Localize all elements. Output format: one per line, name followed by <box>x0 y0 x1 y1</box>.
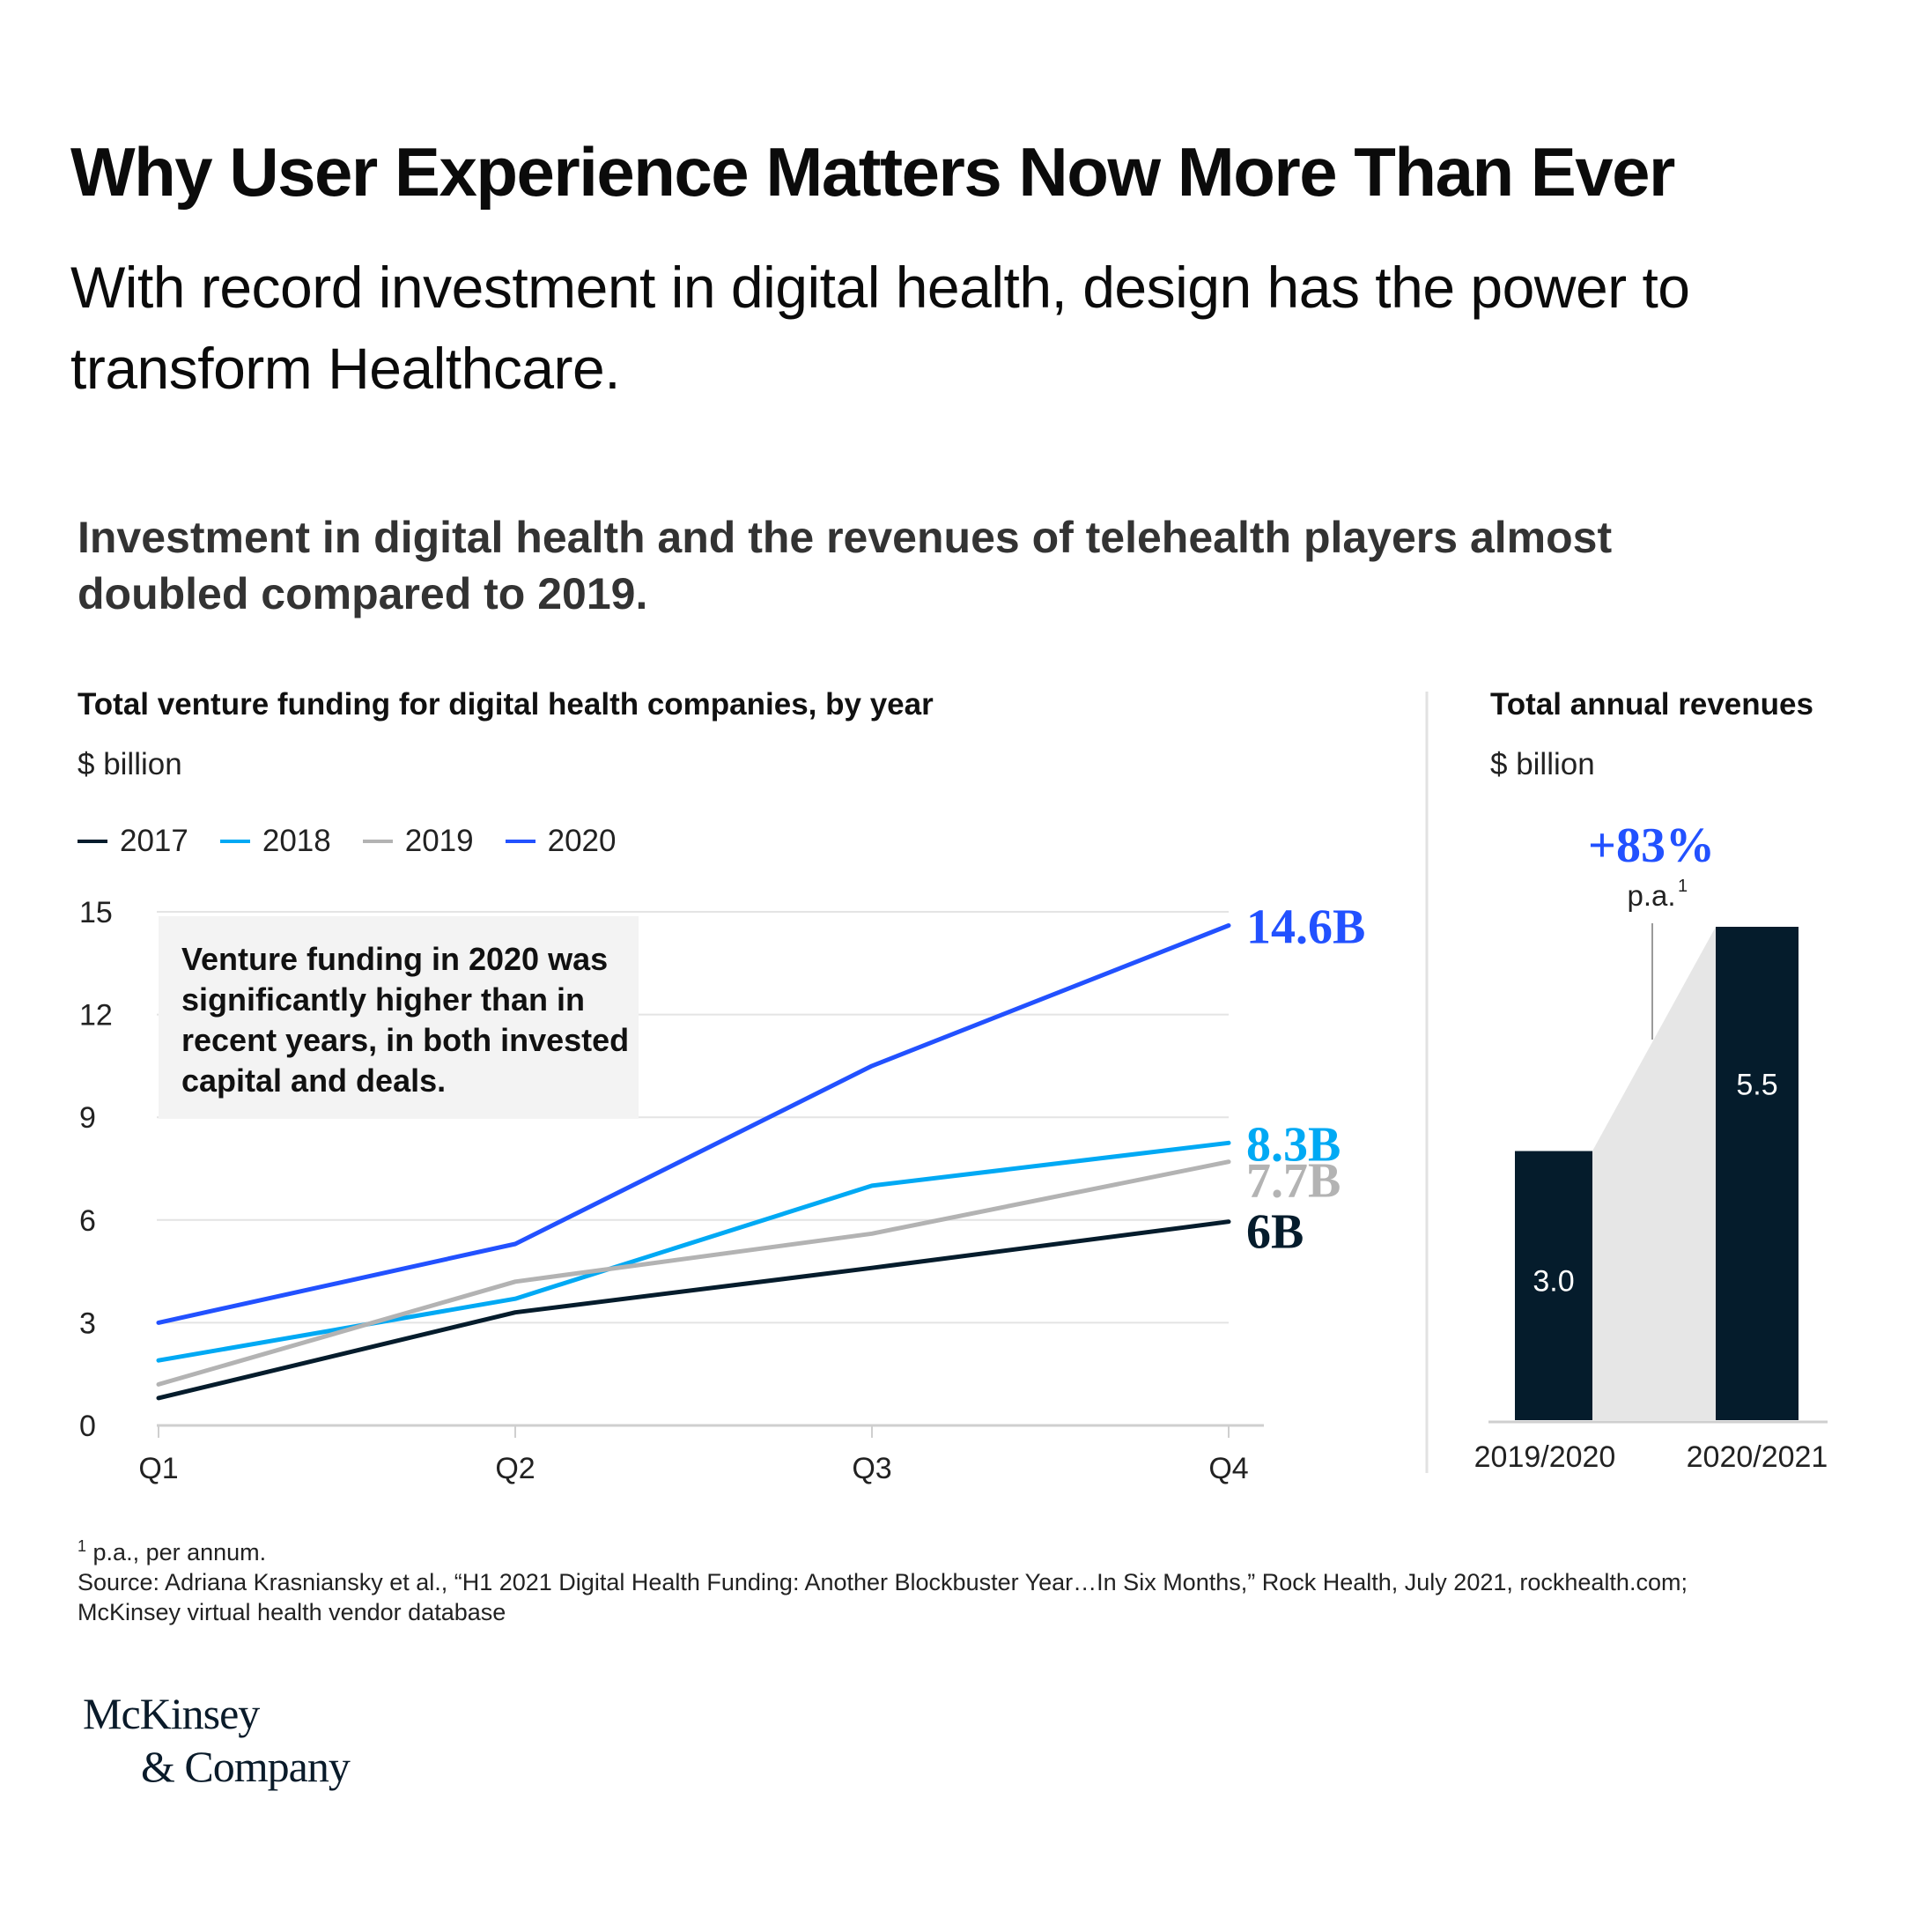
headline: Why User Experience Matters Now More Tha… <box>70 133 1675 211</box>
logo-line-1: McKinsey <box>83 1689 260 1738</box>
legend-label-2018: 2018 <box>262 824 331 858</box>
line-chart-unit: $ billion <box>78 747 182 781</box>
y-tick-label-15: 15 <box>79 896 113 929</box>
legend-item-2018: 2018 <box>219 824 331 859</box>
chart-heading: Investment in digital health and the rev… <box>78 513 1613 618</box>
y-tick-label-6: 6 <box>79 1204 96 1238</box>
growth-value: +83% <box>1588 818 1715 873</box>
y-tick-label-12: 12 <box>79 999 113 1033</box>
footnote-1-text: p.a., per annum. <box>92 1539 267 1566</box>
subheadline: With record investment in digital health… <box>70 255 1690 401</box>
end-label-2018: 8.3B <box>1246 1117 1341 1172</box>
footnotes: 1 p.a., per annum. Source: Adriana Krasn… <box>78 1531 1883 1627</box>
legend-item-2017: 2017 <box>78 824 188 859</box>
source-line-1: Source: Adriana Krasniansky et al., “H1 … <box>78 1569 1688 1595</box>
x-tick-label-Q1: Q1 <box>138 1452 178 1485</box>
line-series-2018 <box>156 1140 1231 1363</box>
x-tick-label-Q2: Q2 <box>495 1452 535 1485</box>
growth-connector <box>1592 927 1716 1420</box>
legend-label-2020: 2020 <box>547 824 617 858</box>
line-series-2020 <box>156 923 1231 1325</box>
bar-chart-unit: $ billion <box>1490 747 1595 781</box>
bar-2019-2020 <box>1515 1151 1592 1420</box>
legend-item-2020: 2020 <box>505 824 617 859</box>
y-tick-label-9: 9 <box>79 1101 96 1135</box>
legend-swatch-2017 <box>78 840 107 843</box>
mckinsey-logo: McKinsey & Company <box>83 1687 351 1793</box>
legend-swatch-2020 <box>505 840 535 843</box>
legend-label-2019: 2019 <box>404 824 474 858</box>
bar-chart-title: Total annual revenues <box>1490 687 1813 722</box>
x-tick-label-Q4: Q4 <box>1208 1452 1248 1485</box>
end-label-2017: 6B <box>1246 1205 1304 1260</box>
legend-swatch-2018 <box>219 840 250 843</box>
y-tick-label-3: 3 <box>79 1307 96 1340</box>
growth-footnote-marker: 1 <box>1678 877 1688 896</box>
footnote-marker: 1 <box>78 1537 87 1555</box>
line-chart-title: Total venture funding for digital health… <box>78 687 934 722</box>
end-label-2019: 7.7B <box>1246 1154 1341 1209</box>
bar-category-label-2020-2021: 2020/2021 <box>1687 1440 1828 1474</box>
legend: 2017 2018 2019 2020 <box>78 824 648 859</box>
legend-label-2017: 2017 <box>120 824 188 858</box>
y-tick-label-0: 0 <box>79 1410 96 1443</box>
line-series-2019 <box>156 1159 1231 1387</box>
annotation-text: Venture funding in 2020 was significantl… <box>181 941 630 1099</box>
x-tick-label-Q3: Q3 <box>852 1452 891 1485</box>
annotation-box: Venture funding in 2020 was significantl… <box>159 916 639 1119</box>
footnote-1: 1 p.a., per annum. <box>78 1531 1883 1567</box>
logo-line-2: & Company <box>141 1742 351 1791</box>
line-series-2017 <box>156 1219 1231 1401</box>
end-label-2020: 14.6B <box>1246 900 1365 955</box>
bar-2020-2021 <box>1716 927 1799 1420</box>
bar-value-2020-2021: 5.5 <box>1736 1068 1777 1101</box>
legend-swatch-2019 <box>362 840 393 843</box>
bar-value-2019-2020: 3.0 <box>1533 1264 1574 1298</box>
source-line-2: McKinsey virtual health vendor database <box>78 1599 506 1625</box>
legend-item-2019: 2019 <box>362 824 474 859</box>
bar-category-label-2019-2020: 2019/2020 <box>1474 1440 1616 1474</box>
growth-sub-label: p.a. <box>1627 879 1675 912</box>
